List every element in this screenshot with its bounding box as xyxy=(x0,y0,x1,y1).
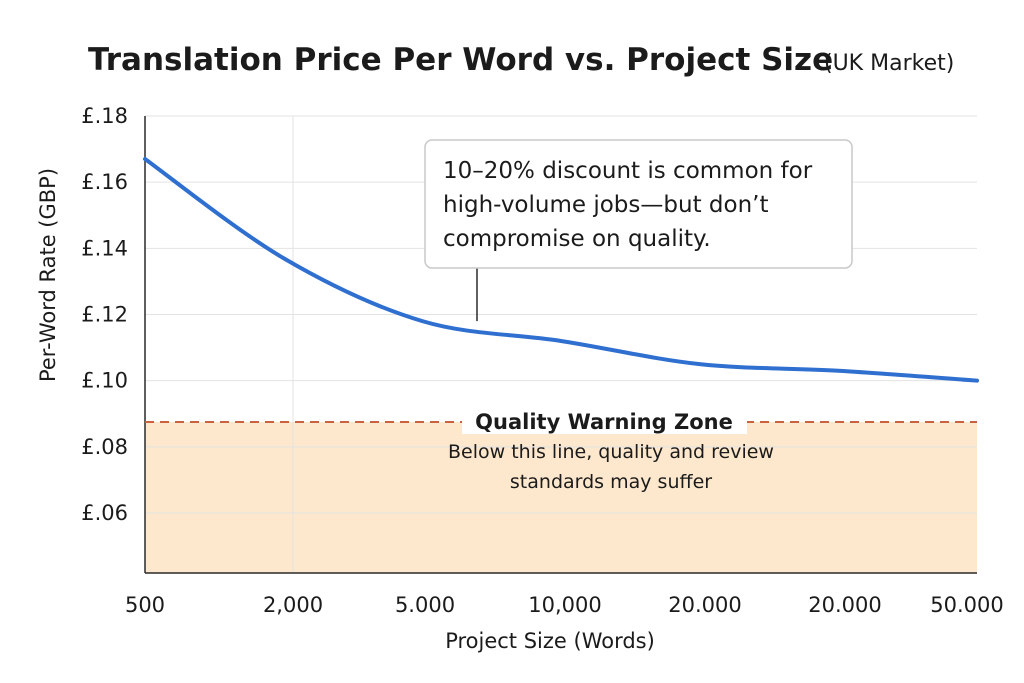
y-tick-label: £.12 xyxy=(81,303,128,327)
x-tick-label: 50.000 xyxy=(930,593,1003,617)
x-tick-label: 2,000 xyxy=(263,593,323,617)
x-tick-label: 20.000 xyxy=(808,593,881,617)
chart-subtitle: (UK Market) xyxy=(824,51,954,76)
zone-description: standards may suffer xyxy=(510,471,712,493)
x-tick-label: 500 xyxy=(125,593,165,617)
zone-description: Below this line, quality and review xyxy=(448,441,774,463)
y-tick-label: £.18 xyxy=(81,104,128,128)
y-axis-label: Per-Word Rate (GBP) xyxy=(36,168,60,382)
x-axis-label: Project Size (Words) xyxy=(445,629,655,653)
x-tick-label: 5.000 xyxy=(395,593,455,617)
x-tick-label: 20.000 xyxy=(668,593,741,617)
y-tick-label: £.08 xyxy=(81,435,128,459)
annotation-text: high-volume jobs—but don’t xyxy=(443,192,768,218)
y-tick-label: £.14 xyxy=(81,236,128,260)
zone-title: Quality Warning Zone xyxy=(475,410,733,434)
annotation-box xyxy=(424,139,853,269)
y-tick-label: £.06 xyxy=(81,501,128,525)
y-tick-label: £.16 xyxy=(81,170,128,194)
chart-title: Translation Price Per Word vs. Project S… xyxy=(88,42,833,78)
annotation-text: compromise on quality. xyxy=(443,226,711,252)
zone-title-bg xyxy=(462,410,747,435)
annotation-text: 10–20% discount is common for xyxy=(443,158,813,184)
y-tick-label: £.10 xyxy=(81,369,128,393)
series-line xyxy=(143,157,979,383)
x-tick-label: 10,000 xyxy=(528,593,601,617)
plot-area: £.18 £.16 £.14 £.12 £.10 £.08 £.06 500 2,000 5.00… xyxy=(81,104,1004,617)
